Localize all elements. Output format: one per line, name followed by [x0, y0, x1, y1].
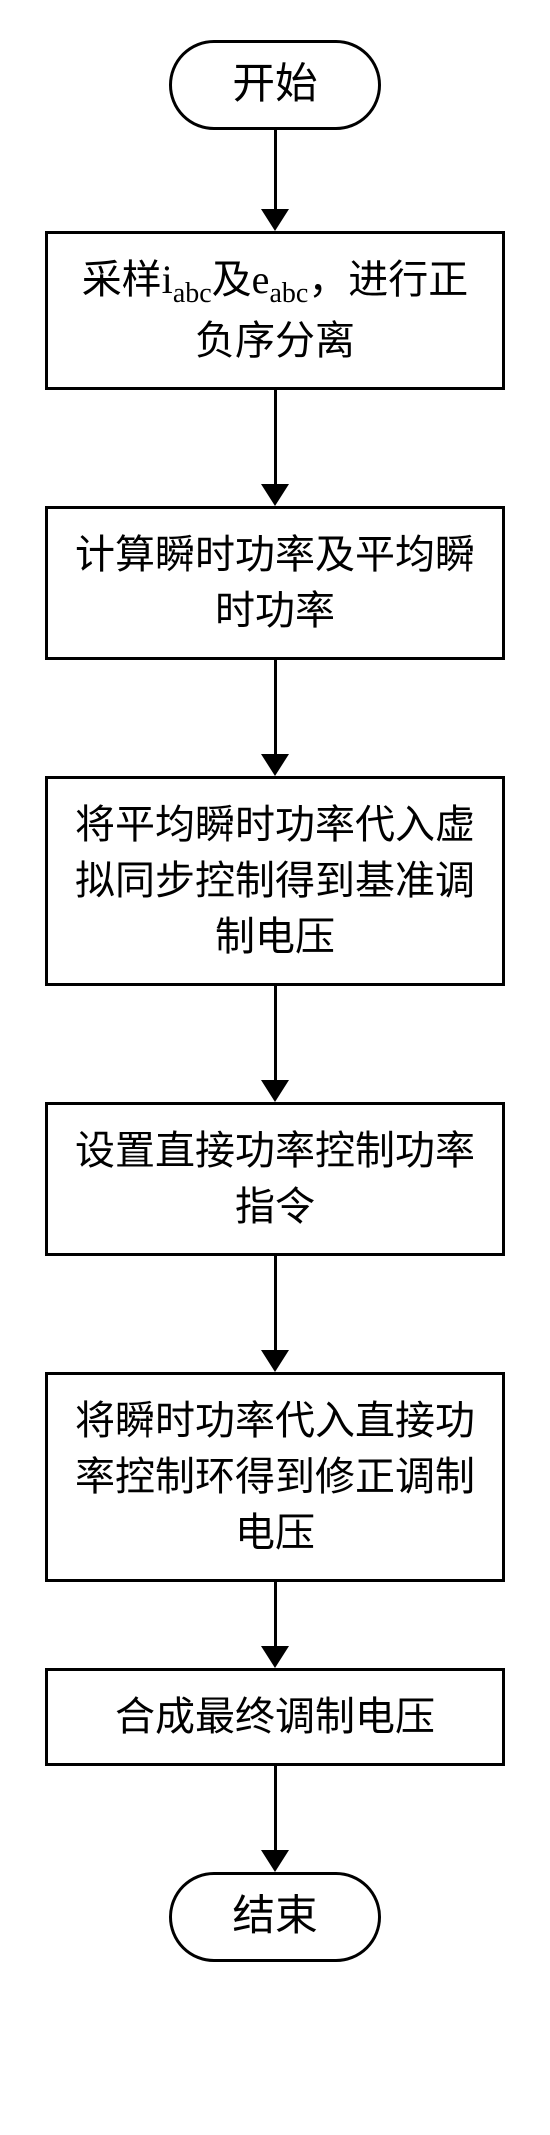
- node-step3: 将平均瞬时功率代入虚拟同步控制得到基准调制电压: [45, 776, 505, 986]
- node-label-step2: 计算瞬时功率及平均瞬时功率: [75, 532, 475, 633]
- edge-step1-step2: [261, 390, 289, 506]
- node-label-step6: 合成最终调制电压: [115, 1694, 435, 1739]
- edge-step2-step3: [261, 660, 289, 776]
- node-label-start: 开始: [232, 61, 317, 108]
- node-start: 开始: [169, 40, 380, 130]
- node-step1: 采样iabc及eabc，进行正负序分离: [45, 231, 505, 390]
- node-label-step4: 设置直接功率控制功率指令: [75, 1128, 475, 1229]
- node-step2: 计算瞬时功率及平均瞬时功率: [45, 506, 505, 660]
- edge-step6-end: [261, 1766, 289, 1872]
- flowchart-container: 开始采样iabc及eabc，进行正负序分离计算瞬时功率及平均瞬时功率将平均瞬时功…: [0, 0, 550, 2135]
- arrow-shaft: [274, 130, 277, 210]
- node-label-end: 结束: [232, 1893, 317, 1940]
- node-label-step1: 采样iabc及eabc，进行正负序分离: [82, 257, 469, 363]
- node-label-step5: 将瞬时功率代入直接功率控制环得到修正调制电压: [75, 1398, 475, 1555]
- arrow-head: [261, 754, 289, 776]
- node-label-step3: 将平均瞬时功率代入虚拟同步控制得到基准调制电压: [75, 802, 475, 959]
- arrow-head: [261, 484, 289, 506]
- arrow-head: [261, 1850, 289, 1872]
- arrow-head: [261, 1080, 289, 1102]
- edge-start-step1: [261, 130, 289, 231]
- edge-step3-step4: [261, 986, 289, 1102]
- arrow-head: [261, 209, 289, 231]
- edge-step5-step6: [261, 1582, 289, 1668]
- arrow-head: [261, 1646, 289, 1668]
- node-step4: 设置直接功率控制功率指令: [45, 1102, 505, 1256]
- node-step6: 合成最终调制电压: [45, 1668, 505, 1766]
- arrow-head: [261, 1350, 289, 1372]
- node-end: 结束: [169, 1872, 380, 1962]
- node-step5: 将瞬时功率代入直接功率控制环得到修正调制电压: [45, 1372, 505, 1582]
- arrow-shaft: [274, 660, 277, 755]
- arrow-shaft: [274, 986, 277, 1081]
- arrow-shaft: [274, 1582, 277, 1647]
- flowchart-column: 开始采样iabc及eabc，进行正负序分离计算瞬时功率及平均瞬时功率将平均瞬时功…: [0, 40, 550, 1962]
- arrow-shaft: [274, 390, 277, 485]
- arrow-shaft: [274, 1256, 277, 1351]
- edge-step4-step5: [261, 1256, 289, 1372]
- arrow-shaft: [274, 1766, 277, 1851]
